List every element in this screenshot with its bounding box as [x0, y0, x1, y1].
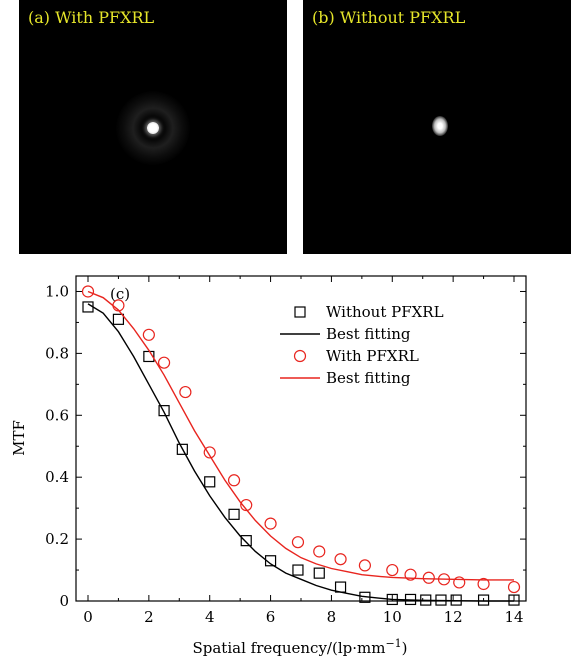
- panel-label-b: (b) Without PFXRL: [312, 8, 466, 27]
- image-panel-without-pfxrl: (b) Without PFXRL: [303, 0, 571, 254]
- data-point-square: [240, 535, 252, 547]
- data-point-circle: [477, 577, 490, 591]
- panel-label-a: (a) With PFXRL: [28, 8, 155, 27]
- axes-group: 0 2 4 6 8 10 12 14 0 0.2 0.4 0.6 0.8 1.0: [45, 275, 527, 626]
- series-group: [81, 285, 521, 606]
- data-point-circle: [422, 571, 435, 584]
- focal-spot-with-pfxrl: [147, 122, 159, 134]
- data-point-circle: [227, 474, 241, 487]
- data-point-circle: [240, 498, 253, 512]
- x-axis-label: Spatial frequency/(lp·mm−1): [192, 637, 407, 657]
- data-point-square: [158, 405, 170, 417]
- data-point-square: [228, 508, 240, 520]
- legend-circle-marker: [293, 349, 307, 363]
- y-tick-label: 0.8: [45, 344, 69, 362]
- x-tick-label: 2: [144, 608, 154, 626]
- legend: Without PFXRL Best fitting With PFXRL Best …: [280, 303, 444, 387]
- data-point-circle: [81, 285, 95, 298]
- image-panel-with-pfxrl: (a) With PFXRL: [19, 0, 287, 254]
- focal-spot-without-pfxrl: [432, 116, 448, 136]
- y-tick-label: 1.0: [45, 282, 69, 300]
- data-point-circle: [386, 563, 399, 577]
- data-point-square: [313, 567, 325, 579]
- data-point-circle: [313, 545, 326, 558]
- plot-frame: [75, 275, 527, 602]
- data-point-square: [112, 313, 125, 325]
- data-point-circle: [264, 517, 277, 530]
- data-point-circle: [404, 568, 417, 581]
- series-line-1: [87, 303, 514, 602]
- x-tick-label: 4: [205, 608, 215, 626]
- data-point-circle: [453, 576, 466, 589]
- data-point-circle: [179, 385, 192, 399]
- data-point-square: [204, 476, 216, 488]
- legend-label-2: With PFXRL: [326, 347, 419, 365]
- y-tick-label: 0.2: [45, 530, 69, 548]
- data-point-square: [334, 581, 347, 593]
- panel-label-c: (c): [110, 285, 130, 303]
- x-tick-label: 8: [327, 608, 337, 626]
- x-tick-label: 14: [504, 608, 523, 626]
- y-tick-label: 0.6: [45, 406, 69, 424]
- data-point-square: [264, 555, 277, 567]
- data-point-circle: [291, 536, 305, 549]
- legend-label-0: Without PFXRL: [326, 303, 444, 321]
- x-tick-label: 10: [383, 608, 402, 626]
- legend-square-marker: [294, 306, 306, 318]
- legend-label-1: Best fitting: [326, 325, 411, 343]
- y-axis-label: MTF: [10, 420, 28, 456]
- y-tick-label: 0.4: [45, 468, 69, 486]
- x-tick-label: 6: [266, 608, 276, 626]
- x-tick-label: 0: [83, 608, 93, 626]
- data-point-square: [508, 594, 520, 606]
- legend-label-3: Best fitting: [326, 369, 411, 387]
- data-point-square: [176, 443, 188, 455]
- series-line-3: [87, 290, 514, 581]
- data-point-circle: [157, 356, 171, 369]
- data-point-square: [292, 564, 304, 576]
- data-point-circle: [203, 446, 216, 459]
- x-tick-label: 12: [444, 608, 463, 626]
- data-point-circle: [358, 559, 371, 572]
- data-point-circle: [507, 580, 521, 594]
- mtf-chart: 0 2 4 6 8 10 12 14 0 0.2 0.4 0.6 0.8 1.0 Without PFXR…: [10, 275, 527, 657]
- data-point-square: [477, 594, 490, 606]
- data-point-square: [82, 301, 94, 313]
- y-tick-label: 0: [59, 592, 69, 610]
- data-point-circle: [142, 328, 155, 341]
- data-point-circle: [334, 553, 347, 566]
